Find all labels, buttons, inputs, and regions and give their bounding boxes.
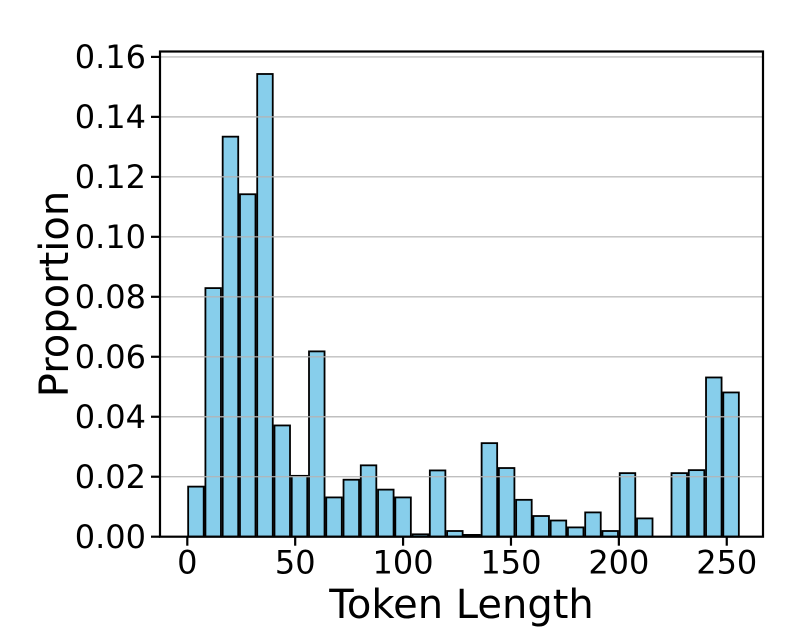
y-tick-label: 0.02 [75,458,146,496]
x-tick-label: 50 [275,544,316,582]
histogram-bar [636,517,654,538]
gridlines [160,56,763,478]
y-tick-label: 0.06 [75,338,146,376]
x-axis-tick-labels: 0 50 100 150 200 250 [177,544,757,582]
histogram-bar [273,424,291,538]
histogram-bar [239,193,257,538]
histogram-bar [290,474,309,538]
y-tick-label: 0.12 [75,158,146,196]
y-axis-tick-labels: 0.00 0.02 0.04 0.06 0.08 0.10 0.12 0.14 0.16 [75,38,146,556]
y-tick-label: 0.04 [75,398,146,436]
histogram-bar [204,287,222,538]
histogram-bar [722,391,740,538]
histogram-bar [670,472,688,538]
y-tick-label: 0.16 [75,38,146,76]
histogram-bar [377,488,395,538]
histogram-bar [584,511,602,538]
histogram-bar [187,485,205,538]
histogram-bar [549,519,568,538]
y-tick-label: 0.08 [75,278,146,316]
histogram-bar [532,515,550,538]
histogram-bar [394,496,412,538]
x-tick-label: 150 [480,544,541,582]
y-tick-label: 0.14 [75,98,146,136]
histogram-bar [428,469,447,538]
x-tick-label: 0 [177,544,197,582]
histogram-bar [687,469,706,538]
y-axis-label: Proportion [32,190,78,398]
y-axis-ticks [151,55,160,538]
y-tick-label: 0.00 [75,518,146,556]
plot-border [158,50,765,538]
histogram-bar [515,498,533,538]
histogram-bar [497,467,516,538]
histogram-bar [480,442,499,538]
x-axis-label: Token Length [329,582,594,628]
bars [187,73,740,538]
y-tick-label: 0.10 [75,218,146,256]
x-axis-ticks [186,536,728,546]
histogram-bar [342,478,360,538]
histogram-bar [705,376,723,538]
histogram-bar [325,496,343,538]
axis-spines [158,50,765,538]
histogram-bar [618,472,637,538]
histogram-bar [308,350,326,538]
x-tick-label: 250 [696,544,757,582]
x-tick-label: 200 [588,544,649,582]
x-tick-label: 100 [373,544,434,582]
histogram-bar [567,526,585,538]
histogram-bar [256,73,274,538]
